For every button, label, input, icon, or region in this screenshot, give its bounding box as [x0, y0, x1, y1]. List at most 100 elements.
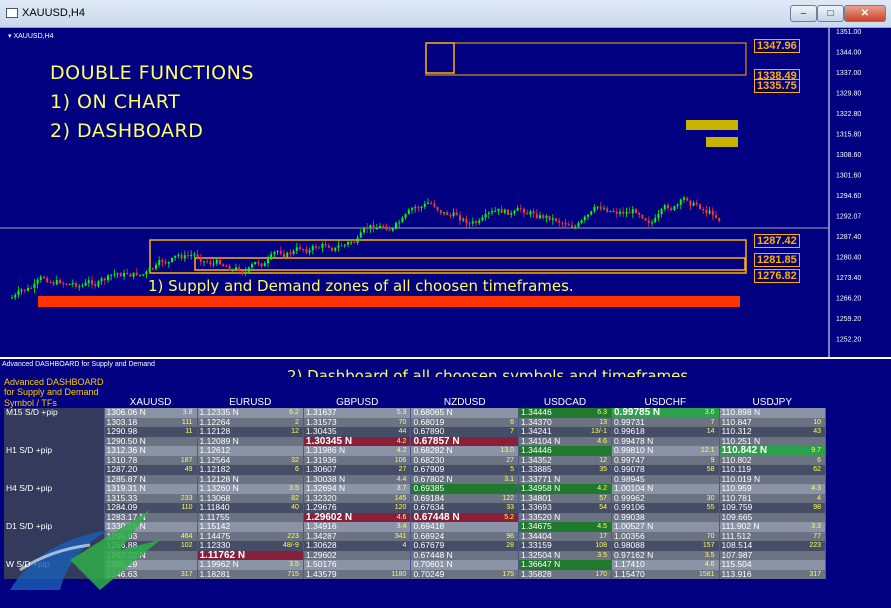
table-cell[interactable]: 1.19962 N 3.5	[197, 560, 304, 570]
table-cell[interactable]: 110.251 N	[719, 436, 827, 446]
table-cell[interactable]: 1.00527 N	[611, 522, 720, 532]
table-cell[interactable]: 1.31573 70	[303, 417, 412, 427]
table-cell[interactable]: 1.34352 12	[518, 455, 612, 465]
table-cell[interactable]: 1.13260 N 3.5	[197, 484, 304, 494]
table-cell[interactable]: 1310.78 187	[104, 455, 198, 465]
table-cell[interactable]: 0.98088 157	[611, 541, 720, 551]
table-cell[interactable]: 0.68019 6	[410, 417, 519, 427]
table-cell[interactable]: 1283.17 N	[104, 512, 198, 522]
table-cell[interactable]: 1.30345 N 4.2	[303, 436, 412, 446]
table-cell[interactable]: 1.33159 108	[518, 541, 612, 551]
table-cell[interactable]: 1.30628 4	[303, 541, 412, 551]
table-cell[interactable]: 110.312 43	[719, 427, 827, 437]
table-cell[interactable]: 1.15470 1581	[611, 569, 720, 579]
table-cell[interactable]: 110.019 N	[719, 474, 827, 484]
minimize-button[interactable]: –	[790, 5, 817, 22]
table-cell[interactable]: 1.12335 N 6.2	[197, 408, 304, 418]
table-cell[interactable]: 1.12612	[197, 446, 304, 456]
table-cell[interactable]: 0.68924 96	[410, 531, 519, 541]
table-cell[interactable]: 110.119 62	[719, 465, 827, 475]
table-cell[interactable]: 1319.31 N	[104, 484, 198, 494]
table-cell[interactable]: 1312.36 N	[104, 446, 198, 456]
table-cell[interactable]: 1.33693 54	[518, 503, 612, 513]
table-cell[interactable]: 1285.87 N	[104, 474, 198, 484]
table-cell[interactable]: 111.902 N 3.3	[719, 522, 827, 532]
table-cell[interactable]: 1290.50 N	[104, 436, 198, 446]
table-cell[interactable]: 1.34404 17	[518, 531, 612, 541]
table-cell[interactable]: 0.99106 55	[611, 503, 720, 513]
table-cell[interactable]: 108.514 223	[719, 541, 827, 551]
table-cell[interactable]: 1315.33 233	[104, 493, 198, 503]
table-cell[interactable]: 1284.09 110	[104, 503, 198, 513]
table-cell[interactable]: 1.36647 N	[518, 560, 612, 570]
table-cell[interactable]: 1.34675 4.5	[518, 522, 612, 532]
column-header[interactable]: USDJPY	[719, 397, 826, 408]
column-header[interactable]: USDCAD	[518, 397, 612, 408]
table-cell[interactable]: 1.32320 145	[303, 493, 412, 503]
table-cell[interactable]: 110.898 N	[719, 408, 827, 418]
table-cell[interactable]: 1.11840 40	[197, 503, 304, 513]
table-cell[interactable]: 110.842 N 9.7	[719, 446, 827, 456]
table-cell[interactable]: 1.30038 N 4.4	[303, 474, 412, 484]
table-cell[interactable]: 1.12089 N	[197, 436, 304, 446]
table-cell[interactable]: 0.99478 N	[611, 436, 720, 446]
table-cell[interactable]: 0.69385	[410, 484, 519, 494]
table-cell[interactable]: 0.68065 N	[410, 408, 519, 418]
table-cell[interactable]: 0.67890 7	[410, 427, 519, 437]
table-cell[interactable]: 0.99810 N 12.1	[611, 446, 720, 456]
column-header[interactable]: XAUUSD	[104, 397, 197, 408]
table-cell[interactable]: 0.67448 N 5.2	[410, 512, 519, 522]
table-cell[interactable]: 0.99618 14	[611, 427, 720, 437]
table-cell[interactable]: 1.31637 5.3	[303, 408, 412, 418]
table-cell[interactable]: 1346.63 317	[104, 569, 198, 579]
table-cell[interactable]: 1.34801 57	[518, 493, 612, 503]
table-cell[interactable]: 110.781 4	[719, 493, 827, 503]
column-header[interactable]: NZDUSD	[410, 397, 519, 408]
table-cell[interactable]: 1.32504 N 3.5	[518, 550, 612, 560]
table-cell[interactable]: 1303.18 111	[104, 417, 198, 427]
table-cell[interactable]: 1.30607 27	[303, 465, 412, 475]
table-cell[interactable]: 1.31936 106	[303, 455, 412, 465]
table-cell[interactable]: 1287.20 49	[104, 465, 198, 475]
table-cell[interactable]: 1290.98 11	[104, 427, 198, 437]
table-cell[interactable]: 107.987	[719, 550, 827, 560]
table-cell[interactable]: 0.67857 N	[410, 436, 519, 446]
table-cell[interactable]: 109.665	[719, 512, 827, 522]
table-cell[interactable]: 1.50176	[303, 560, 412, 570]
table-cell[interactable]: 109.759 98	[719, 503, 827, 513]
table-cell[interactable]: 0.99038	[611, 512, 720, 522]
table-cell[interactable]: 115.504	[719, 560, 827, 570]
table-cell[interactable]: 0.67448 N	[410, 550, 519, 560]
table-cell[interactable]: 1.34104 N 4.6	[518, 436, 612, 446]
table-cell[interactable]: 1.34446	[518, 446, 612, 456]
table-cell[interactable]: 1.00104 N	[611, 484, 720, 494]
table-cell[interactable]: 1.00356 70	[611, 531, 720, 541]
table-cell[interactable]: 1.12128 N	[197, 474, 304, 484]
table-cell[interactable]: 1.11762 N	[197, 550, 304, 560]
table-cell[interactable]: 110.802 6	[719, 455, 827, 465]
table-cell[interactable]: 1.12182 6	[197, 465, 304, 475]
table-cell[interactable]: 1.31986 N 4.2	[303, 446, 412, 456]
table-cell[interactable]: 1.17410 4.6	[611, 560, 720, 570]
table-cell[interactable]: 1.34241 13/-1	[518, 427, 612, 437]
column-header[interactable]: EURUSD	[197, 397, 304, 408]
table-cell[interactable]: 113.916 317	[719, 569, 827, 579]
table-cell[interactable]: 1.15142	[197, 522, 304, 532]
table-cell[interactable]: 1.11755	[197, 512, 304, 522]
table-cell[interactable]: 1.34916 3.4	[303, 522, 412, 532]
table-cell[interactable]: 1.18281 715	[197, 569, 304, 579]
table-cell[interactable]: 0.99785 N 3.6	[611, 408, 720, 418]
table-cell[interactable]: 0.97162 N 3.5	[611, 550, 720, 560]
column-header[interactable]: USDCHF	[611, 397, 720, 408]
table-cell[interactable]: 1.33885 35	[518, 465, 612, 475]
table-cell[interactable]: 1.33771 N	[518, 474, 612, 484]
table-cell[interactable]: 1.34446 6.3	[518, 408, 612, 418]
table-cell[interactable]: 0.67909 5	[410, 465, 519, 475]
table-cell[interactable]: 0.69418	[410, 522, 519, 532]
table-cell[interactable]: 1.43579 1180	[303, 569, 412, 579]
table-cell[interactable]: 110.959 4.3	[719, 484, 827, 494]
table-cell[interactable]: 1306.06 N 3.8	[104, 408, 198, 418]
table-cell[interactable]: 0.99962 30	[611, 493, 720, 503]
table-cell[interactable]: 1.34370 13	[518, 417, 612, 427]
table-cell[interactable]: 0.69184 122	[410, 493, 519, 503]
